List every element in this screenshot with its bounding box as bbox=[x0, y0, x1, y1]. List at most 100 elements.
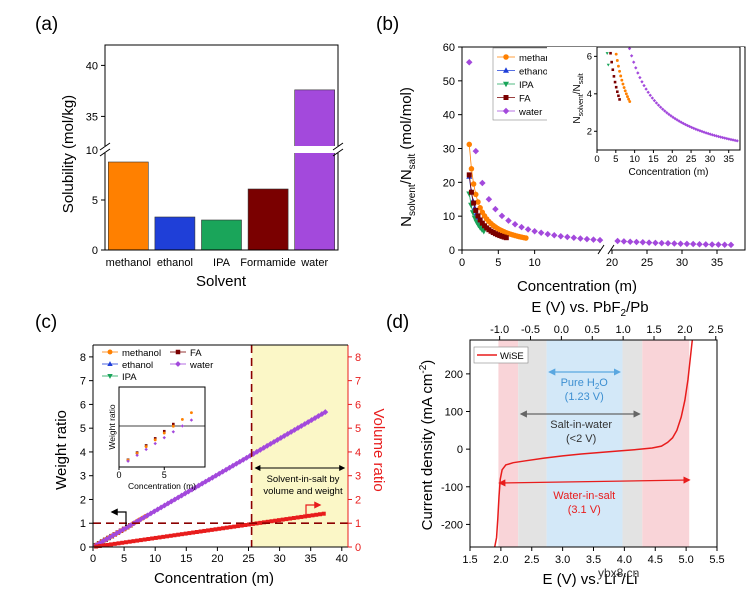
inset-ytick-label-4: 4 bbox=[587, 89, 592, 100]
break-mark-right bbox=[332, 142, 344, 157]
inset-point-water bbox=[708, 132, 712, 136]
ytick-label-6: 6 bbox=[80, 399, 86, 411]
x-break-mark bbox=[597, 244, 615, 255]
point-water-12 bbox=[544, 230, 551, 238]
inset-point-water bbox=[634, 66, 638, 70]
point-water-3 bbox=[485, 196, 493, 203]
volume-ratio-point bbox=[217, 526, 222, 531]
xtick-IPA: IPA bbox=[213, 257, 231, 269]
point-methanol-5 bbox=[477, 205, 483, 211]
point-water-9 bbox=[524, 226, 532, 233]
inset-point-water bbox=[644, 87, 648, 91]
legend-label-ethanol: ethanol bbox=[122, 360, 153, 371]
left-axis-pointer bbox=[110, 508, 127, 526]
xtick-label-15: 15 bbox=[180, 553, 192, 565]
inset-point-water bbox=[658, 105, 663, 109]
point-water-2 bbox=[479, 179, 486, 187]
legend-marker-FA bbox=[503, 95, 509, 100]
xtick-label-2.0: 2.0 bbox=[493, 554, 508, 566]
volume-ratio-point bbox=[179, 532, 184, 537]
inset-point-water bbox=[135, 453, 139, 457]
xtick-methanol: methanol bbox=[106, 257, 151, 269]
ytick-label-8: 8 bbox=[80, 352, 86, 364]
inset-ylabel: Weight ratio bbox=[107, 404, 117, 449]
inset-point-water bbox=[636, 71, 640, 75]
salt-in-water-label: Salt-in-water bbox=[550, 419, 612, 431]
inset-point-water bbox=[171, 430, 176, 434]
inset-point-water bbox=[638, 75, 642, 80]
legend-label-water: water bbox=[518, 107, 542, 118]
xtick-label-4.5: 4.5 bbox=[648, 554, 663, 566]
point-water-40 bbox=[727, 241, 735, 249]
volume-ratio-point bbox=[232, 524, 237, 529]
water-in-salt-voltage: (3.1 V) bbox=[568, 504, 601, 516]
ytick-label-40: 40 bbox=[443, 110, 455, 122]
top-tick-label-0.0: 0.0 bbox=[554, 324, 569, 336]
volume-ratio-point bbox=[97, 544, 102, 549]
xtick-label-0: 0 bbox=[459, 257, 465, 269]
inset-point-water bbox=[694, 127, 698, 131]
volume-ratio-point bbox=[105, 542, 110, 547]
water-in-salt-arrow bbox=[498, 476, 691, 487]
inset-point-water bbox=[669, 114, 673, 118]
volume-ratio-point bbox=[306, 513, 311, 518]
x-break-mask bbox=[601, 246, 611, 254]
inset-point-methanol bbox=[153, 438, 157, 442]
point-methanol-2 bbox=[470, 181, 477, 187]
inset-point-methanol bbox=[628, 100, 632, 103]
point-water bbox=[202, 478, 209, 485]
point-FA-0 bbox=[466, 172, 472, 178]
ytick-label-60: 60 bbox=[443, 42, 455, 54]
inset-ylabel: Nsolvent/Nsalt bbox=[572, 73, 585, 123]
point-water-17 bbox=[577, 235, 584, 242]
xtick-label-1.5: 1.5 bbox=[462, 554, 477, 566]
point-FA-2 bbox=[471, 200, 477, 206]
xtick-water: water bbox=[300, 257, 328, 269]
ytick-label--100: -100 bbox=[441, 482, 463, 494]
point-water bbox=[243, 454, 250, 461]
inset-point-methanol bbox=[144, 445, 148, 449]
break-mark-left bbox=[99, 142, 111, 157]
watermark: ybx8.cn bbox=[598, 566, 639, 580]
ytick-label--200: -200 bbox=[441, 519, 463, 531]
xtick-label-3.5: 3.5 bbox=[586, 554, 601, 566]
top-tick-label-0.5: 0.5 bbox=[585, 324, 600, 336]
inset-point-water bbox=[656, 103, 661, 107]
volume-ratio-point bbox=[138, 538, 143, 543]
point-water bbox=[315, 413, 322, 419]
point-water bbox=[171, 496, 178, 503]
annotation-line-1: Solvent-in-salt by bbox=[267, 474, 340, 485]
inset-ylabel-part: N bbox=[572, 116, 583, 123]
ytick-right-label-2: 2 bbox=[355, 494, 361, 506]
point-water bbox=[151, 508, 158, 515]
point-methanol-4 bbox=[475, 199, 481, 205]
inset-point-water bbox=[731, 138, 735, 142]
point-water bbox=[182, 490, 188, 497]
inset-xlabel: Concentration (m) bbox=[128, 481, 196, 491]
point-water bbox=[96, 540, 103, 547]
xtick-label-30: 30 bbox=[676, 257, 688, 269]
inset-point-FA bbox=[618, 98, 621, 101]
panel-label-a: (a) bbox=[35, 14, 58, 35]
point-water-5 bbox=[498, 212, 506, 220]
volume-ratio-point bbox=[142, 537, 147, 542]
region-pink-low bbox=[498, 340, 519, 547]
xtick-label-5: 5 bbox=[495, 257, 501, 269]
point-water bbox=[209, 474, 216, 481]
point-water bbox=[158, 504, 165, 511]
inset-point-FA bbox=[153, 437, 157, 440]
inset-xtick-label-0: 0 bbox=[594, 154, 599, 165]
inset-xtick-label-15: 15 bbox=[648, 154, 659, 165]
point-water bbox=[264, 442, 271, 449]
inset-xtick-label-0: 0 bbox=[116, 470, 121, 480]
volume-ratio-point bbox=[303, 514, 308, 519]
legend-label-water: water bbox=[189, 360, 213, 371]
legend-marker-water bbox=[175, 361, 181, 367]
ytick-label-0: 0 bbox=[92, 245, 98, 257]
xtick-label-25: 25 bbox=[641, 257, 653, 269]
volume-ratio-point bbox=[112, 541, 117, 546]
inset-point-FA bbox=[617, 94, 620, 98]
inset-point-methanol bbox=[171, 424, 175, 428]
legend-marker-methanol bbox=[503, 54, 509, 60]
bar-water bbox=[294, 89, 336, 251]
